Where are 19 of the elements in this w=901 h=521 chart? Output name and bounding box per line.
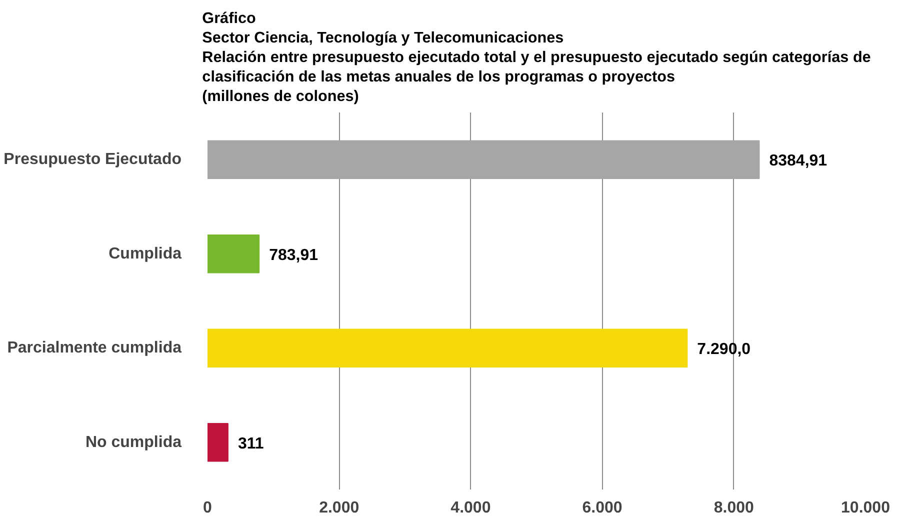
data-label: 783,91 [269,246,318,264]
chart-title: Gráfico Sector Ciencia, Tecnología y Telecomunicaciones Relación entre presupuesto ejecutado total y el presupuesto ejecutado según categorías de clasificación de las metas anuales de los programas o proyectos (millones de colones) [202,10,871,105]
data-label: 8384,91 [769,152,828,170]
x-tick-label: 0 [203,500,212,516]
x-tick-label: 10.000 [841,500,890,516]
y-tick-label: No cumplida [85,434,182,451]
bar [208,328,688,368]
x-tick-label: 8.000 [714,500,754,516]
y-tick-label: Presupuesto Ejecutado [4,151,182,168]
data-label: 7.290,0 [697,341,751,358]
bar [208,423,228,462]
x-tick-label: 2.000 [319,500,360,516]
bar [208,140,760,179]
y-tick-label: Parcialmente cumplida [7,340,182,357]
y-tick-label: Cumplida [108,245,182,262]
bar [208,234,260,274]
x-tick-label: 6.000 [582,500,622,516]
data-label: 311 [238,435,264,452]
x-tick-label: 4.000 [450,500,491,516]
